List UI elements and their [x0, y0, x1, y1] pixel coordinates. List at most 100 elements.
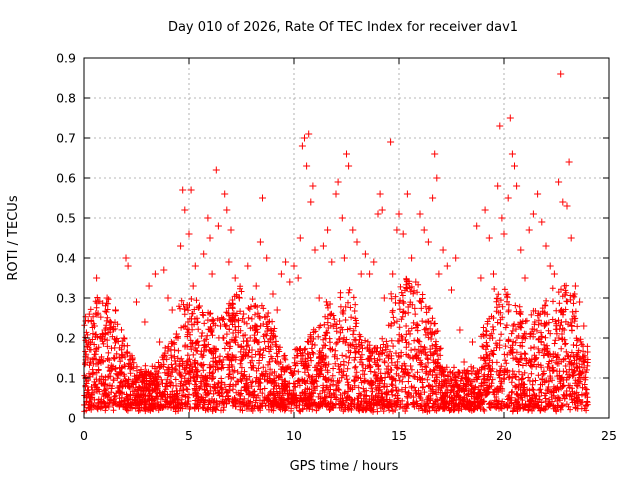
scatter-point	[366, 270, 374, 278]
scatter-point	[172, 330, 180, 338]
scatter-point	[101, 326, 109, 334]
scatter-point	[208, 270, 216, 278]
scatter-point	[128, 354, 136, 362]
y-tick-label: 0.3	[56, 291, 76, 306]
scatter-point	[557, 70, 565, 78]
scatter-point	[416, 210, 424, 218]
plot-frame	[83, 57, 610, 419]
scatter-point	[338, 214, 346, 222]
scatter-point	[311, 246, 319, 254]
scatter-point	[145, 282, 153, 290]
scatter-point	[298, 142, 306, 150]
scatter-point	[168, 306, 176, 314]
scatter-point	[571, 282, 579, 290]
scatter-point	[370, 258, 378, 266]
scatter-point	[349, 226, 357, 234]
scatter-point	[343, 150, 350, 158]
scatter-point	[305, 130, 313, 138]
scatter-point	[567, 234, 575, 242]
scatter-point	[319, 242, 327, 250]
axis-ticks: 0 0.1 0.2 0.3 0.4 0.5 0.6 0.7 0.8 0.9 0 5 10 15 20 25	[56, 51, 617, 444]
scatter-point	[580, 322, 588, 330]
scatter-point	[490, 270, 497, 278]
scatter-point	[469, 338, 476, 346]
scatter-point	[294, 274, 302, 282]
scatter-point	[179, 186, 187, 194]
scatter-point	[91, 322, 98, 330]
scatter-point	[424, 238, 432, 246]
scatter-point	[374, 210, 382, 218]
scatter-point	[420, 226, 428, 234]
scatter-point	[309, 182, 317, 190]
scatter-point	[538, 218, 546, 226]
x-tick-label: 10	[286, 428, 302, 443]
chart-title: Day 010 of 2026, Rate Of TEC Index for r…	[168, 20, 518, 35]
scatter-point	[460, 358, 468, 366]
y-tick-label: 0.5	[56, 211, 76, 226]
scatter-point	[221, 190, 229, 198]
scatter-point	[403, 190, 411, 198]
scatter-point	[259, 194, 266, 202]
scatter-point	[120, 334, 128, 342]
x-axis-label: GPS time / hours	[290, 459, 399, 474]
scatter-points	[84, 70, 590, 406]
scatter-point	[227, 226, 235, 234]
scatter-point	[506, 114, 514, 122]
scatter-point	[204, 214, 212, 222]
scatter-point	[231, 274, 239, 282]
scatter-point	[534, 190, 542, 198]
scatter-point	[357, 270, 365, 278]
scatter-point	[378, 206, 386, 214]
y-tick-label: 0.2	[56, 331, 76, 346]
scatter-point	[504, 194, 512, 202]
dense-scatter-cloud	[81, 275, 591, 415]
scatter-point	[93, 274, 101, 282]
scatter-point	[307, 198, 315, 206]
scatter-point	[498, 214, 506, 222]
scatter-point	[473, 222, 481, 230]
scatter-point	[500, 230, 508, 238]
scatter-point	[517, 246, 525, 254]
scatter-point	[86, 358, 94, 366]
scatter-point	[206, 234, 214, 242]
scatter-point	[235, 294, 243, 302]
scatter-point	[200, 250, 208, 258]
scatter-point	[107, 366, 115, 374]
scatter-point	[269, 290, 277, 298]
scatter-point	[286, 278, 294, 286]
scatter-point	[433, 174, 441, 182]
scatter-point	[385, 354, 392, 362]
scatter-point	[435, 270, 443, 278]
scatter-point	[521, 274, 529, 282]
scatter-point	[122, 254, 130, 262]
scatter-point	[395, 210, 403, 218]
x-tick-label: 0	[80, 428, 88, 443]
scatter-point	[443, 262, 451, 270]
scatter-point	[282, 258, 290, 266]
scatter-point	[240, 310, 248, 318]
scatter-point	[267, 326, 275, 334]
scatter-point	[332, 190, 340, 198]
x-tick-label: 15	[391, 428, 407, 443]
x-tick-label: 20	[496, 428, 512, 443]
scatter-point	[183, 358, 191, 366]
scatter-point	[555, 178, 563, 186]
scatter-point	[116, 382, 124, 390]
scatter-point	[565, 158, 573, 166]
scatter-point	[393, 226, 401, 234]
scatter-point	[296, 234, 304, 242]
scatter-point	[164, 294, 172, 302]
scatter-point	[147, 370, 155, 378]
scatter-point	[550, 270, 558, 278]
scatter-point	[141, 318, 149, 326]
scatter-point	[97, 398, 105, 406]
scatter-point	[361, 250, 369, 258]
scatter-point	[546, 262, 554, 270]
scatter-point	[290, 262, 298, 270]
scatter-point	[485, 234, 493, 242]
scatter-point	[376, 190, 384, 198]
scatter-point	[525, 226, 533, 234]
scatter-point	[202, 374, 210, 382]
scatter-point	[133, 298, 140, 306]
